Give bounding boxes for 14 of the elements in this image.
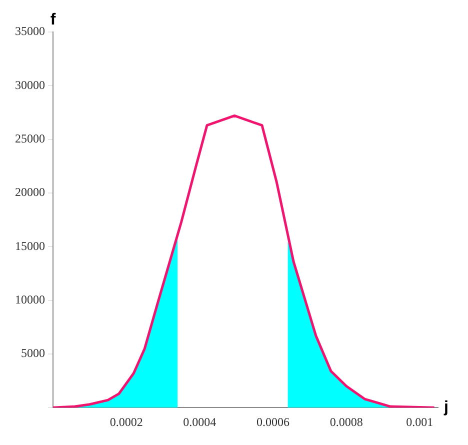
y-tick-label: 15000 [15,238,45,253]
x-tick-label: 0.0006 [256,414,290,429]
y-tick-label: 30000 [15,78,45,92]
y-axis-title: f [50,11,56,28]
x-tick-label: 0.0004 [183,414,216,429]
y-tick-label: 5000 [21,346,45,360]
x-tick-label: 0.001 [406,414,434,429]
y-tick-label: 20000 [15,185,45,200]
y-tick-label: 35000 [15,24,45,38]
y-tick-label: 25000 [15,131,45,146]
x-tick-label: 0.0002 [110,414,143,429]
x-axis-title: j [443,399,448,416]
x-tick-label: 0.0008 [330,414,363,429]
y-tick-label: 10000 [15,292,45,306]
